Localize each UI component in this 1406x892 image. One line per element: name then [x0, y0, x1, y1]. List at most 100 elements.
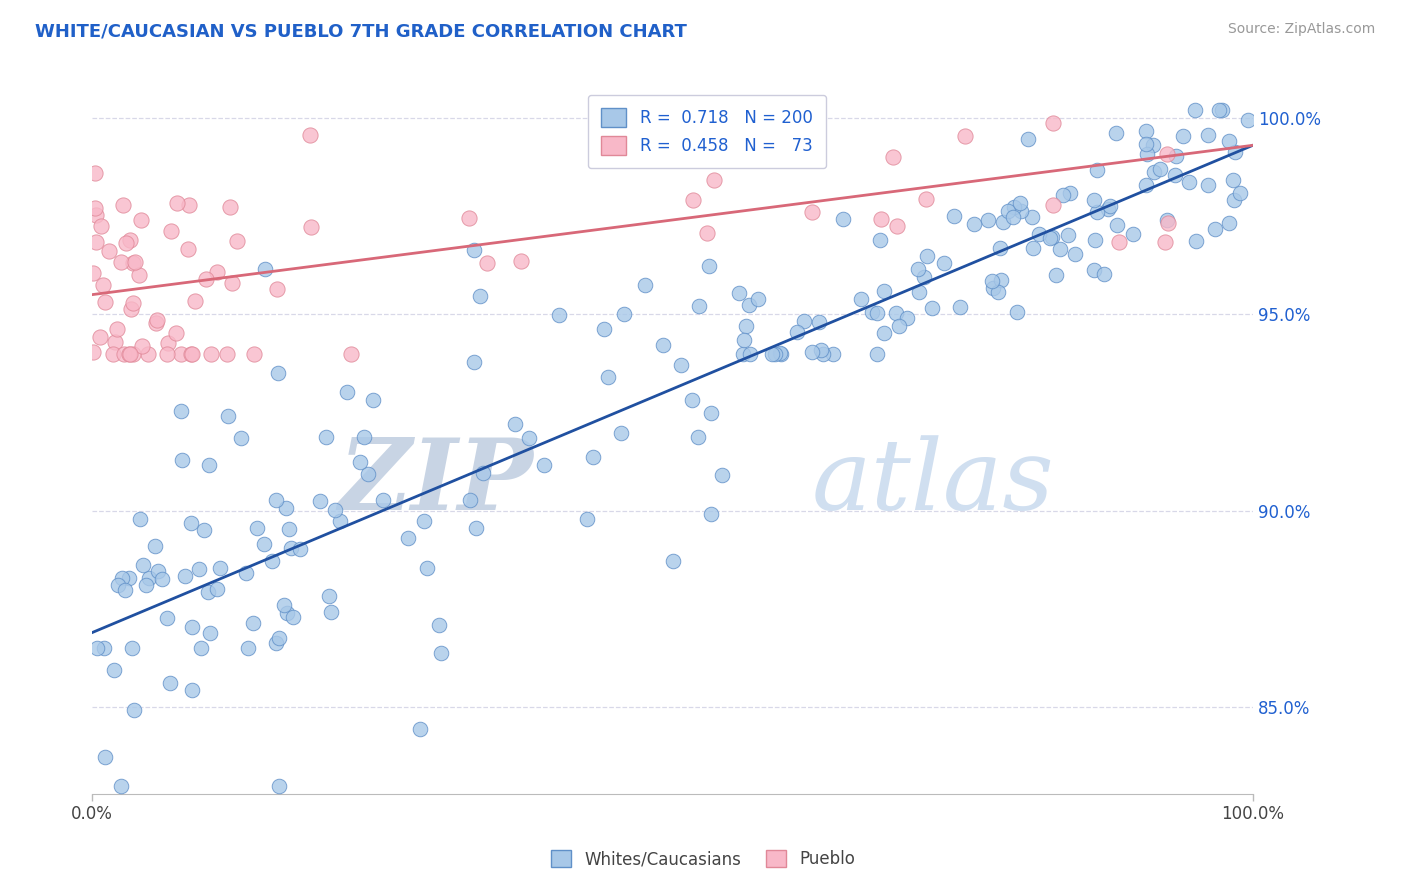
Point [260, 554, 283, 568]
Point [990, 273, 1012, 287]
Point [146, 313, 169, 327]
Point [122, 296, 145, 310]
Point [180, 620, 202, 634]
Point [114, 236, 136, 251]
Point [86, 208, 108, 222]
Point [321, 605, 343, 619]
Point [107, 577, 129, 591]
Point [146, 565, 169, 579]
Point [463, 243, 485, 257]
Point [977, 213, 1000, 227]
Point [190, 640, 212, 655]
Point [801, 205, 824, 219]
Point [135, 578, 157, 592]
Point [997, 203, 1019, 218]
Point [111, 571, 134, 585]
Point [1164, 149, 1187, 163]
Point [1010, 204, 1032, 219]
Point [166, 196, 188, 211]
Point [336, 384, 359, 399]
Point [416, 561, 439, 575]
Point [112, 346, 135, 360]
Point [1083, 194, 1105, 208]
Point [361, 393, 384, 408]
Point [1222, 173, 1244, 187]
Point [1039, 231, 1062, 245]
Point [770, 346, 793, 360]
Text: Source: ZipAtlas.com: Source: ZipAtlas.com [1227, 22, 1375, 37]
Point [264, 636, 287, 650]
Point [686, 430, 709, 444]
Point [299, 128, 322, 142]
Point [907, 261, 929, 276]
Point [200, 346, 222, 360]
Point [1157, 216, 1180, 230]
Point [267, 366, 290, 380]
Point [276, 607, 298, 621]
Point [700, 507, 723, 521]
Point [94, 295, 117, 310]
Point [174, 568, 197, 582]
Point [373, 493, 395, 508]
Point [981, 274, 1004, 288]
Point [195, 272, 218, 286]
Point [105, 322, 128, 336]
Point [769, 346, 792, 360]
Point [187, 562, 209, 576]
Point [150, 572, 173, 586]
Point [1084, 233, 1107, 247]
Point [464, 521, 486, 535]
Point [264, 493, 287, 508]
Point [172, 453, 194, 467]
Point [409, 722, 432, 736]
Point [869, 233, 891, 247]
Point [156, 346, 179, 360]
Text: atlas: atlas [811, 434, 1054, 530]
Point [315, 430, 337, 444]
Point [339, 346, 361, 360]
Point [634, 278, 657, 293]
Point [866, 306, 889, 320]
Point [517, 431, 540, 445]
Point [981, 281, 1004, 295]
Point [1021, 241, 1043, 255]
Point [688, 299, 710, 313]
Point [1059, 186, 1081, 201]
Point [1218, 134, 1240, 148]
Point [160, 224, 183, 238]
Point [103, 663, 125, 677]
Point [510, 253, 533, 268]
Point [277, 522, 299, 536]
Point [912, 270, 935, 285]
Point [700, 406, 723, 420]
Point [156, 611, 179, 625]
Point [1098, 199, 1121, 213]
Point [697, 259, 720, 273]
Point [987, 285, 1010, 299]
Point [170, 403, 193, 417]
Point [94, 750, 117, 764]
Point [309, 494, 332, 508]
Point [1017, 132, 1039, 146]
Point [711, 468, 734, 483]
Point [1064, 246, 1087, 260]
Point [266, 282, 288, 296]
Point [145, 316, 167, 330]
Point [1083, 263, 1105, 277]
Point [1028, 227, 1050, 241]
Point [801, 345, 824, 359]
Point [273, 599, 295, 613]
Point [353, 429, 375, 443]
Point [1223, 193, 1246, 207]
Point [1184, 103, 1206, 117]
Point [610, 426, 633, 441]
Point [91, 277, 114, 292]
Point [471, 466, 494, 480]
Point [810, 343, 832, 358]
Point [1154, 235, 1177, 249]
Point [921, 301, 943, 316]
Point [682, 193, 704, 207]
Point [89, 330, 111, 344]
Point [1143, 165, 1166, 179]
Point [915, 192, 938, 206]
